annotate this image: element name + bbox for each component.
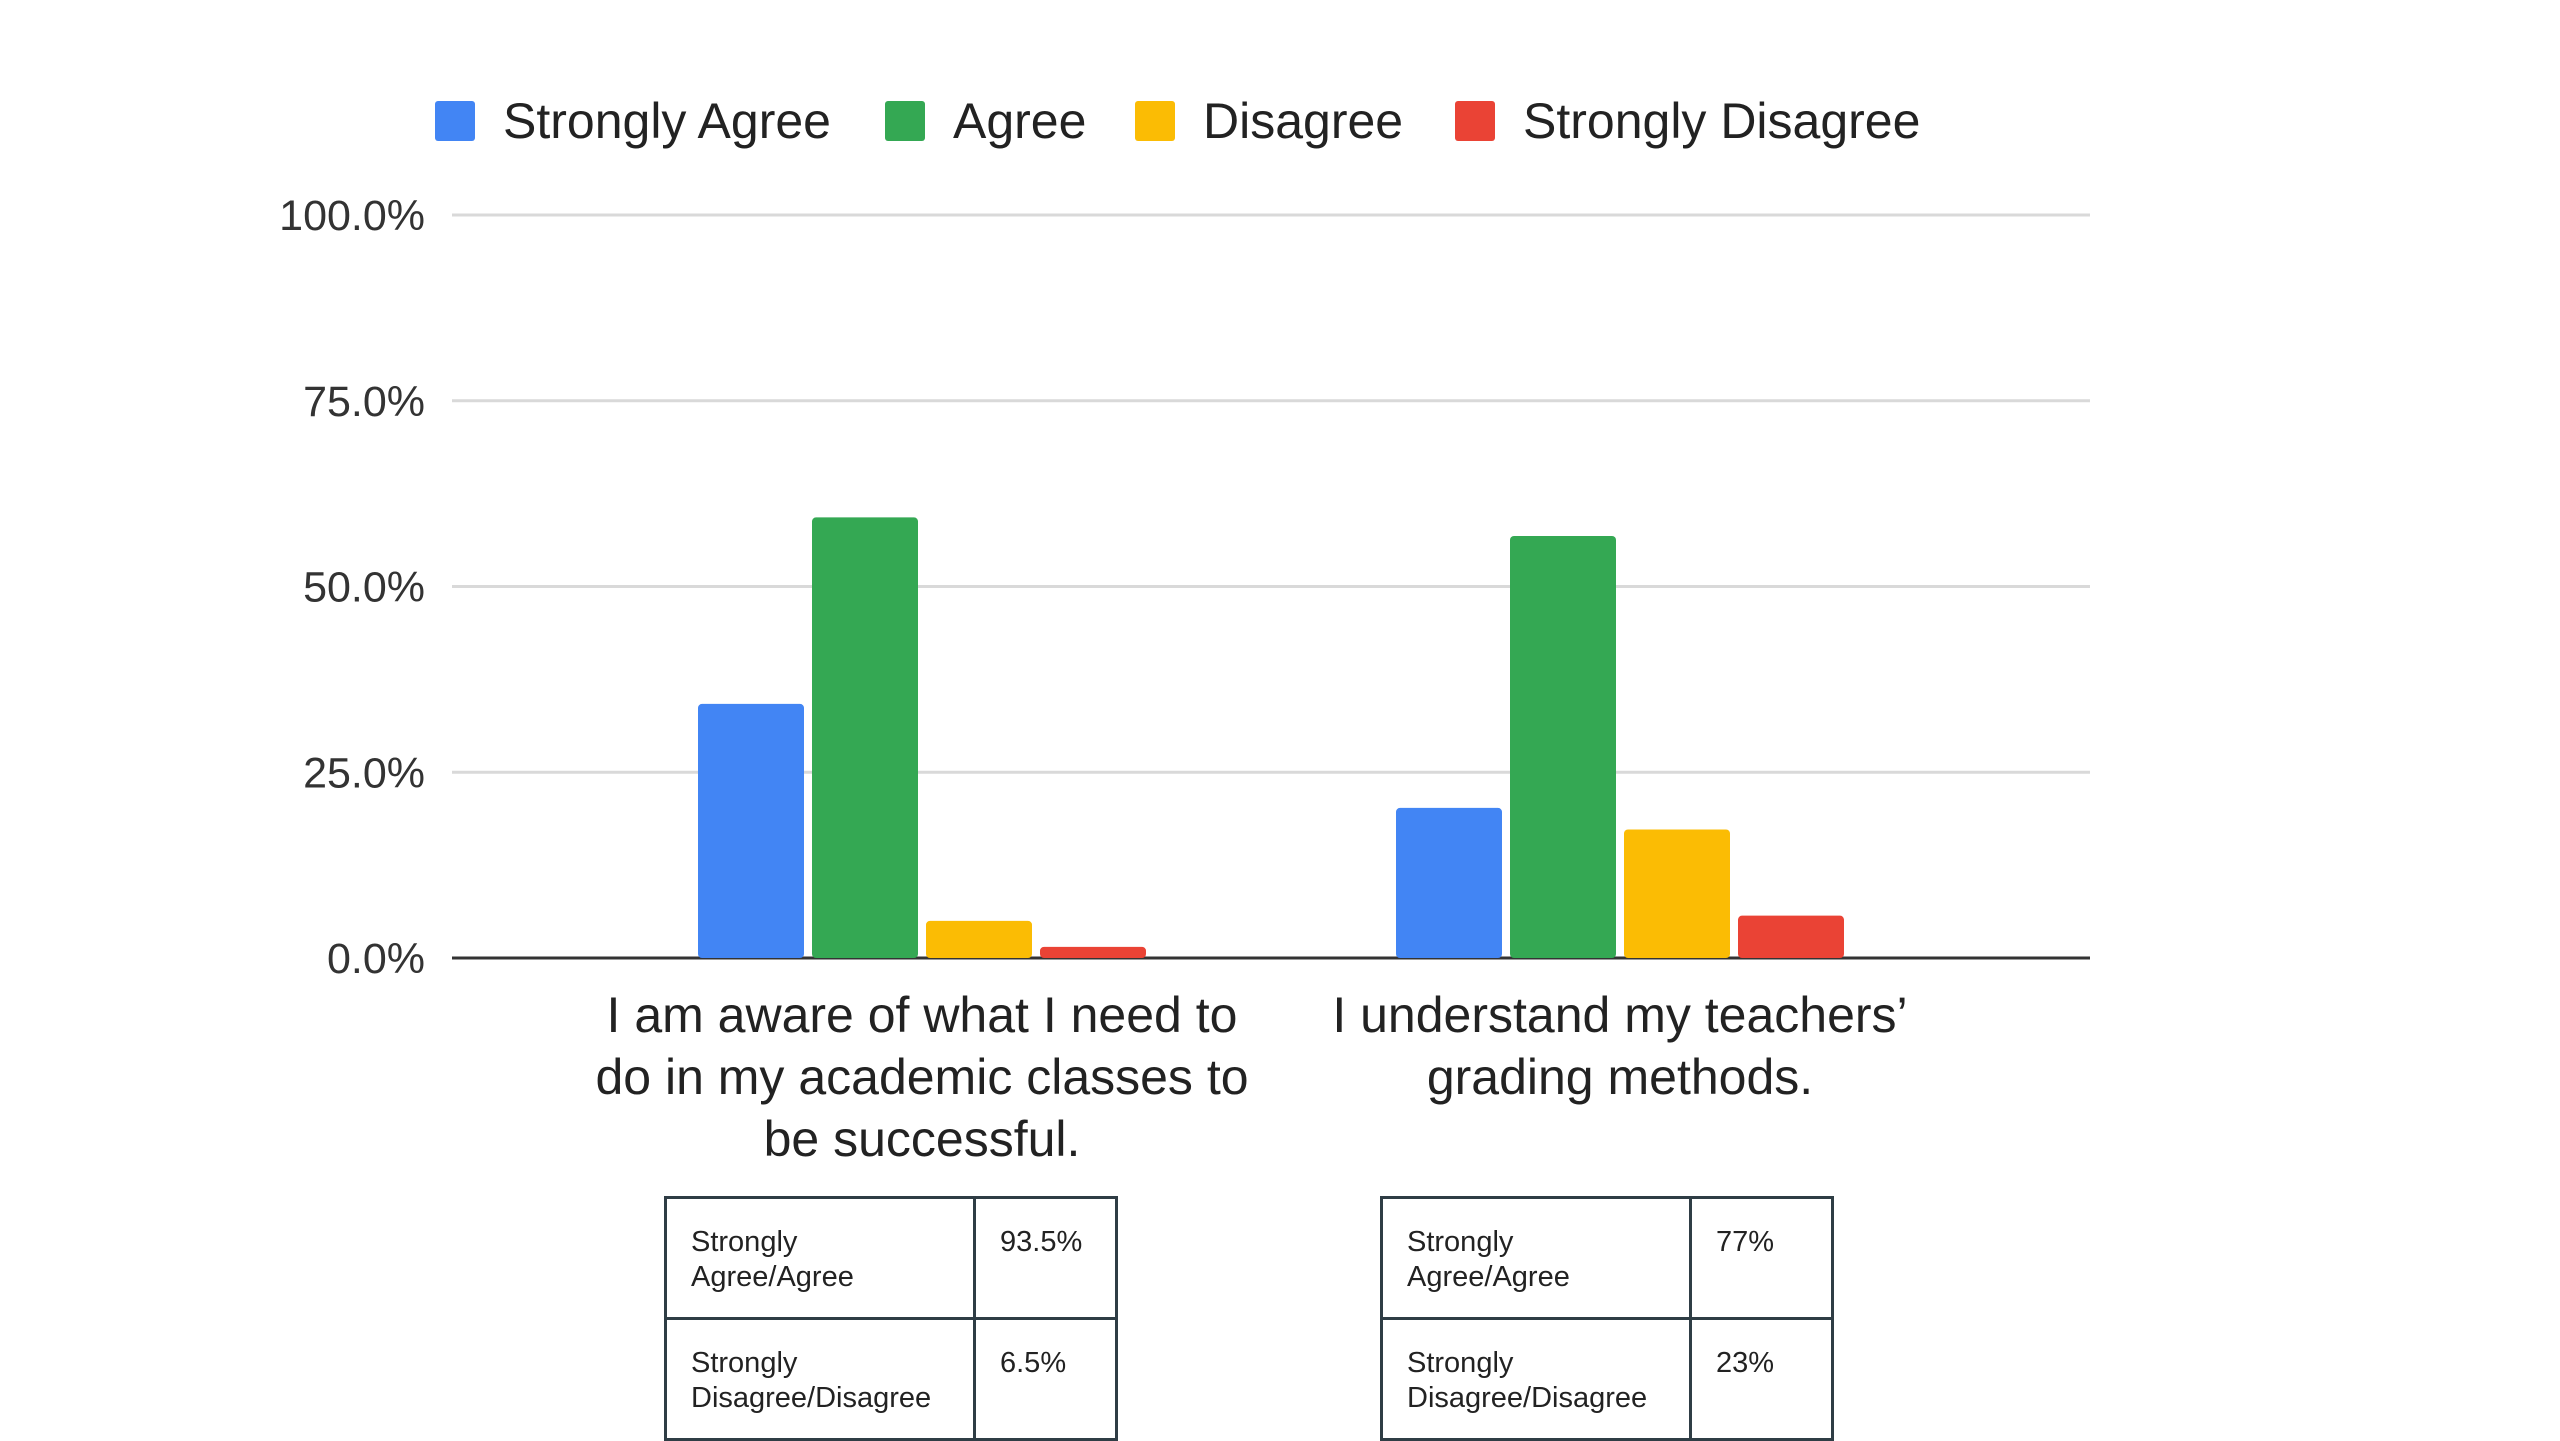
table-row: Strongly Agree/Agree 93.5%	[664, 1196, 1118, 1320]
x-category-label: I understand my teachers’	[1332, 987, 1907, 1043]
x-category-label: do in my academic classes to	[595, 1049, 1248, 1105]
y-tick-label: 0.0%	[327, 935, 425, 983]
bar-disagree	[926, 920, 1032, 958]
table-cell-value: 77%	[1689, 1196, 1834, 1320]
table-cell-label: Strongly Agree/Agree	[1380, 1196, 1692, 1320]
gridlines	[452, 213, 2090, 960]
y-tick-label: 25.0%	[303, 749, 425, 797]
bar-agree	[1510, 535, 1616, 958]
bar-strongly-agree	[698, 703, 804, 958]
legend-label: Strongly Disagree	[1523, 93, 1920, 149]
y-tick-label: 100.0%	[279, 192, 425, 240]
summary-table-2: Strongly Agree/Agree 77% Strongly Disagr…	[1380, 1196, 1834, 1441]
table-cell-value: 23%	[1689, 1317, 1834, 1441]
bar-disagree	[1624, 829, 1730, 958]
table-cell-label: Strongly Disagree/Disagree	[1380, 1317, 1692, 1441]
x-category-label: I am aware of what I need to	[607, 987, 1238, 1043]
table-cell-value: 93.5%	[973, 1196, 1118, 1320]
y-tick-label: 50.0%	[303, 564, 425, 612]
bar-strongly-agree	[1396, 807, 1502, 958]
table-row: Strongly Agree/Agree 77%	[1380, 1196, 1834, 1320]
bar-agree	[812, 517, 918, 958]
table-cell-label: Strongly Disagree/Disagree	[664, 1317, 976, 1441]
legend-swatch	[1455, 101, 1495, 141]
summary-table-1: Strongly Agree/Agree 93.5% Strongly Disa…	[664, 1196, 1118, 1441]
table-row: Strongly Disagree/Disagree 6.5%	[664, 1317, 1118, 1441]
bar-strongly-disagree	[1040, 946, 1146, 958]
legend: Strongly Agree Agree Disagree Strongly Disa…	[435, 93, 1920, 149]
legend-label: Strongly Agree	[503, 93, 831, 149]
bars	[698, 517, 1844, 958]
bar-strongly-disagree	[1738, 915, 1844, 958]
legend-label: Agree	[953, 93, 1086, 149]
y-axis-ticks: 0.0% 25.0% 50.0% 75.0% 100.0%	[279, 192, 425, 983]
table-row: Strongly Disagree/Disagree 23%	[1380, 1317, 1834, 1441]
y-tick-label: 75.0%	[303, 378, 425, 426]
legend-swatch	[885, 101, 925, 141]
legend-swatch	[435, 101, 475, 141]
x-category-label: grading methods.	[1427, 1049, 1813, 1105]
table-cell-value: 6.5%	[973, 1317, 1118, 1441]
legend-label: Disagree	[1203, 93, 1403, 149]
x-axis-labels: I am aware of what I need to do in my aca…	[595, 987, 1907, 1167]
table-cell-label: Strongly Agree/Agree	[664, 1196, 976, 1320]
x-category-label: be successful.	[764, 1111, 1081, 1167]
legend-swatch	[1135, 101, 1175, 141]
